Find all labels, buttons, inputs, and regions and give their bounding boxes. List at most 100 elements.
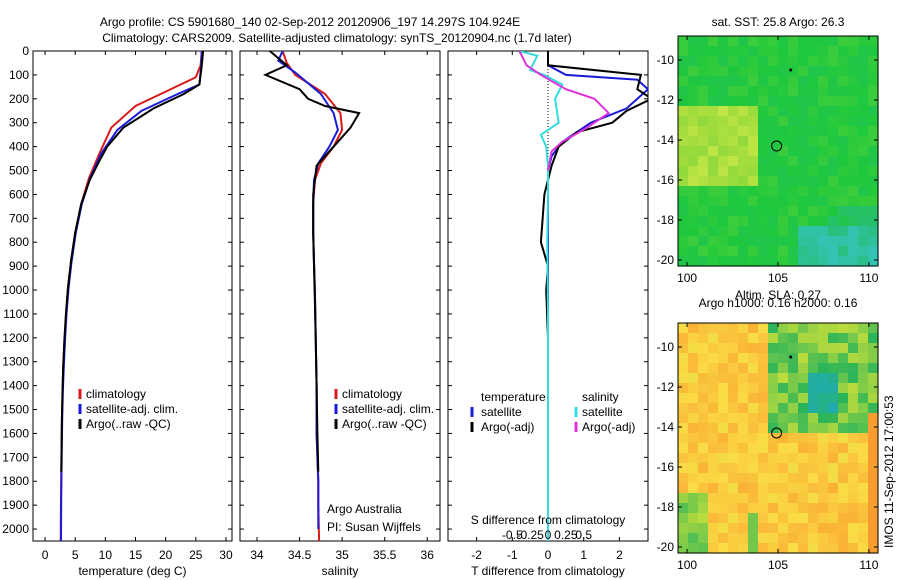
- heat-cell: [848, 543, 859, 554]
- heat-cell: [718, 246, 729, 257]
- heat-cell: [868, 256, 879, 267]
- heat-cell: [728, 106, 739, 117]
- heat-cell: [748, 413, 759, 424]
- y-tick-label: 1700: [2, 450, 29, 464]
- heat-cell: [728, 443, 739, 454]
- heat-cell: [728, 256, 739, 267]
- heat-cell: [688, 323, 699, 334]
- heat-cell: [808, 96, 819, 107]
- heat-cell: [858, 353, 869, 364]
- heat-cell: [788, 166, 799, 177]
- heat-cell: [718, 513, 729, 524]
- heat-cell: [748, 513, 759, 524]
- heat-cell: [778, 443, 789, 454]
- heat-cell: [698, 186, 709, 197]
- heat-cell: [728, 206, 739, 217]
- heat-cell: [828, 176, 839, 187]
- heat-cell: [698, 166, 709, 177]
- y-tick-label: -18: [657, 213, 675, 227]
- heat-cell: [808, 383, 819, 394]
- heat-cell: [688, 533, 699, 544]
- heat-cell: [818, 523, 829, 534]
- heat-cell: [788, 96, 799, 107]
- heat-cell: [718, 373, 729, 384]
- heat-cell: [738, 493, 749, 504]
- heat-cell: [748, 106, 759, 117]
- series-line-1: [539, 51, 648, 472]
- x-tick-label: 100: [677, 558, 697, 572]
- heat-cell: [728, 393, 739, 404]
- heat-cell: [828, 56, 839, 67]
- heat-cell: [748, 56, 759, 67]
- y-tick-label: -14: [657, 420, 675, 434]
- heat-cell: [828, 66, 839, 77]
- heat-cell: [738, 463, 749, 474]
- heat-cell: [728, 176, 739, 187]
- heat-cell: [768, 523, 779, 534]
- heat-cell: [818, 433, 829, 444]
- heat-cell: [688, 166, 699, 177]
- heat-cell: [678, 433, 689, 444]
- heat-cell: [798, 513, 809, 524]
- heat-cell: [798, 483, 809, 494]
- heat-cell: [808, 146, 819, 157]
- heat-cell: [858, 216, 869, 227]
- heat-cell: [698, 46, 709, 57]
- heat-cell: [718, 126, 729, 137]
- heat-cell: [688, 156, 699, 167]
- heat-cell: [828, 186, 839, 197]
- heat-cell: [808, 106, 819, 117]
- heat-cell: [768, 333, 779, 344]
- heat-cell: [798, 166, 809, 177]
- heat-cell: [778, 216, 789, 227]
- heat-cell: [798, 236, 809, 247]
- heat-cell: [708, 463, 719, 474]
- heat-cell: [698, 76, 709, 87]
- heat-cell: [758, 323, 769, 334]
- heat-cell: [848, 483, 859, 494]
- heat-cell: [798, 206, 809, 217]
- profile-panel-2: -2 -1 0 1 2 T difference from climatology temp…: [447, 50, 649, 578]
- heat-cell: [688, 483, 699, 494]
- heat-cell: [688, 543, 699, 554]
- heat-cell: [718, 36, 729, 47]
- heat-cell: [728, 473, 739, 484]
- heat-cell: [868, 403, 879, 414]
- heat-cell: [708, 136, 719, 147]
- footer-pi: PI: Susan Wijffels: [327, 520, 421, 534]
- heat-cell: [818, 66, 829, 77]
- heat-cell: [688, 176, 699, 187]
- heat-cell: [768, 533, 779, 544]
- heat-cell: [828, 413, 839, 424]
- y-tick-label: 800: [9, 235, 29, 249]
- heat-cell: [868, 333, 879, 344]
- heat-cell: [748, 36, 759, 47]
- heat-cell: [788, 423, 799, 434]
- heat-cell: [818, 503, 829, 514]
- heat-cell: [788, 126, 799, 137]
- x-tick-label: 15: [129, 548, 143, 562]
- heat-cell: [858, 323, 869, 334]
- y-tick-label: 1800: [2, 474, 29, 488]
- heat-cell: [798, 403, 809, 414]
- y-tick-label: 900: [9, 259, 29, 273]
- map-title: Altim. SLA: 0.27: [735, 288, 821, 302]
- heat-cell: [808, 353, 819, 364]
- heat-cell: [768, 76, 779, 87]
- heat-cell: [828, 216, 839, 227]
- heat-cell: [778, 46, 789, 57]
- heat-cell: [868, 176, 879, 187]
- heat-cell: [828, 543, 839, 554]
- heat-cell: [808, 116, 819, 127]
- heat-cell: [768, 116, 779, 127]
- heat-cell: [788, 226, 799, 237]
- heat-cell: [698, 403, 709, 414]
- y-tick-label: 400: [9, 140, 29, 154]
- heat-cell: [698, 363, 709, 374]
- heat-cell: [848, 333, 859, 344]
- heat-cell: [678, 333, 689, 344]
- heat-cell: [818, 116, 829, 127]
- heat-cell: [718, 56, 729, 67]
- legend-label: climatology: [342, 387, 402, 401]
- heat-cell: [708, 533, 719, 544]
